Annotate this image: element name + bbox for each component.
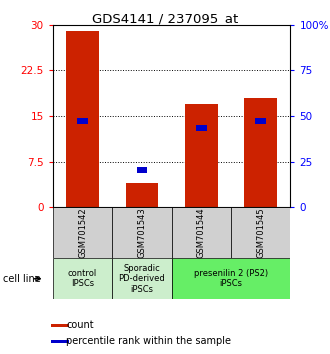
Bar [112,258,172,299]
Bar [185,104,218,207]
Text: control
IPSCs: control IPSCs [68,269,97,289]
Bar [66,31,99,207]
Bar [231,207,290,258]
Text: presenilin 2 (PS2)
iPSCs: presenilin 2 (PS2) iPSCs [194,269,268,289]
Text: cell line: cell line [3,274,41,284]
Bar [53,258,112,299]
Bar [53,207,112,258]
Bar [125,183,158,207]
Bar [255,118,266,124]
Bar [137,167,147,173]
Text: Sporadic
PD-derived
iPSCs: Sporadic PD-derived iPSCs [118,264,165,294]
Text: GSM701542: GSM701542 [78,207,87,258]
Text: count: count [66,320,94,330]
Bar [51,324,69,327]
Bar [77,118,88,124]
Text: percentile rank within the sample: percentile rank within the sample [66,336,231,346]
Text: GSM701543: GSM701543 [137,207,147,258]
Bar [172,258,290,299]
Bar [196,125,207,131]
Bar [172,207,231,258]
Bar [112,207,172,258]
Bar [244,98,277,207]
Text: GSM701544: GSM701544 [197,207,206,258]
Bar [51,339,69,343]
Text: GDS4141 / 237095_at: GDS4141 / 237095_at [92,12,238,25]
Text: GSM701545: GSM701545 [256,207,265,258]
